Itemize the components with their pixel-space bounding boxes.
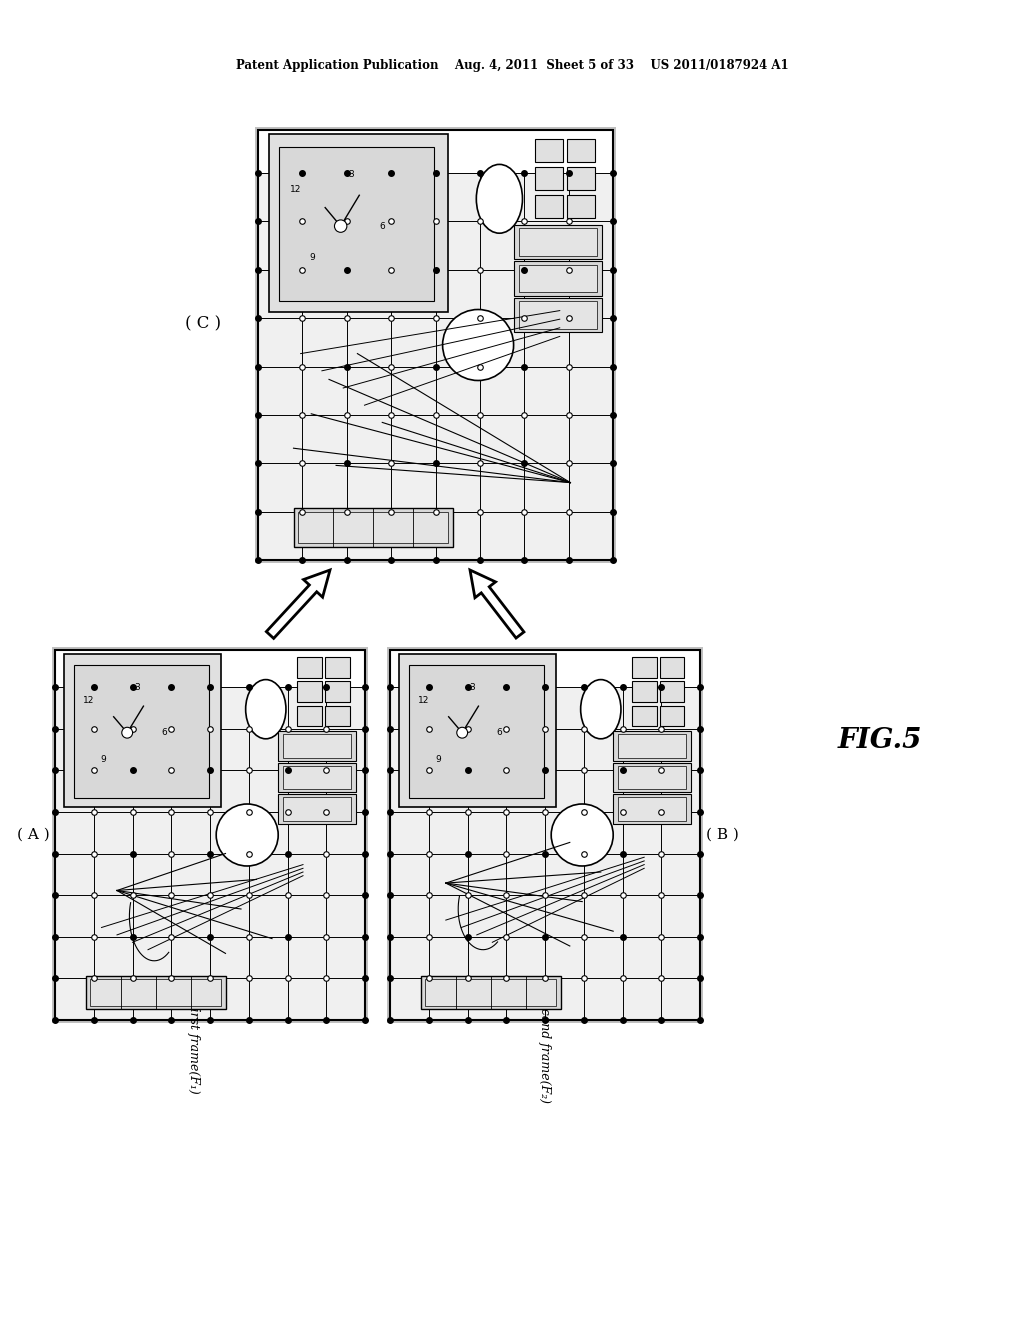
Bar: [632, 657, 656, 677]
Bar: [55, 649, 365, 686]
Bar: [519, 228, 597, 256]
Text: 9: 9: [309, 253, 315, 263]
Bar: [74, 665, 209, 797]
Bar: [55, 649, 365, 1020]
Text: 6: 6: [496, 729, 502, 738]
Bar: [519, 301, 597, 329]
Bar: [425, 979, 556, 1006]
Bar: [399, 653, 556, 807]
Text: 9: 9: [435, 755, 441, 764]
Bar: [325, 681, 349, 702]
Text: 3: 3: [469, 684, 475, 692]
Polygon shape: [470, 570, 524, 638]
Bar: [258, 129, 613, 560]
Bar: [283, 797, 351, 821]
Text: 9: 9: [100, 755, 105, 764]
Text: ( B ): ( B ): [706, 828, 738, 842]
Bar: [280, 148, 434, 301]
Circle shape: [335, 220, 347, 232]
Bar: [519, 264, 597, 292]
Ellipse shape: [246, 680, 286, 739]
Bar: [514, 261, 602, 296]
Text: 6: 6: [161, 729, 167, 738]
Bar: [325, 657, 349, 677]
Ellipse shape: [476, 165, 522, 234]
Text: 12: 12: [418, 697, 429, 705]
Bar: [297, 657, 322, 677]
Bar: [613, 795, 691, 824]
Bar: [659, 705, 684, 726]
Bar: [613, 763, 691, 792]
Bar: [535, 166, 563, 190]
Bar: [567, 194, 595, 218]
Bar: [279, 795, 355, 824]
Circle shape: [216, 804, 279, 866]
Circle shape: [122, 727, 133, 738]
Bar: [409, 665, 544, 797]
Text: 3: 3: [134, 684, 139, 692]
Polygon shape: [266, 570, 330, 639]
Bar: [65, 653, 220, 807]
Bar: [279, 763, 355, 792]
Bar: [297, 705, 322, 726]
Text: first frame(F₁): first frame(F₁): [188, 1003, 201, 1093]
Bar: [632, 705, 656, 726]
Bar: [390, 649, 700, 1020]
Bar: [52, 647, 368, 1023]
Bar: [258, 129, 613, 173]
Bar: [90, 979, 221, 1006]
Bar: [514, 224, 602, 259]
Bar: [255, 127, 616, 564]
Text: 12: 12: [83, 697, 94, 705]
Text: second frame(F₂): second frame(F₂): [539, 994, 552, 1102]
Bar: [279, 731, 355, 762]
Bar: [298, 512, 449, 544]
Ellipse shape: [581, 680, 621, 739]
Bar: [294, 508, 454, 546]
Bar: [297, 681, 322, 702]
Text: 3: 3: [348, 170, 354, 178]
Bar: [55, 649, 365, 1020]
Bar: [421, 975, 560, 1008]
Bar: [617, 797, 686, 821]
Bar: [617, 766, 686, 789]
Circle shape: [442, 309, 514, 380]
Bar: [659, 681, 684, 702]
Bar: [283, 766, 351, 789]
Bar: [268, 135, 447, 313]
Bar: [535, 194, 563, 218]
Text: ( C ): ( C ): [185, 315, 221, 333]
Text: ( A ): ( A ): [16, 828, 49, 842]
Bar: [390, 649, 700, 686]
Text: Patent Application Publication    Aug. 4, 2011  Sheet 5 of 33    US 2011/0187924: Patent Application Publication Aug. 4, 2…: [236, 58, 788, 71]
Bar: [567, 139, 595, 162]
Circle shape: [457, 727, 468, 738]
Bar: [613, 731, 691, 762]
Text: 6: 6: [380, 222, 385, 231]
Circle shape: [551, 804, 613, 866]
Bar: [387, 647, 703, 1023]
Bar: [390, 649, 700, 1020]
Bar: [659, 657, 684, 677]
Bar: [258, 129, 613, 560]
Bar: [535, 139, 563, 162]
Bar: [617, 734, 686, 758]
Text: FIG.5: FIG.5: [838, 726, 923, 754]
Bar: [567, 166, 595, 190]
Bar: [325, 705, 349, 726]
Text: 12: 12: [290, 185, 301, 194]
Bar: [514, 298, 602, 333]
Bar: [632, 681, 656, 702]
Bar: [86, 975, 225, 1008]
Bar: [283, 734, 351, 758]
